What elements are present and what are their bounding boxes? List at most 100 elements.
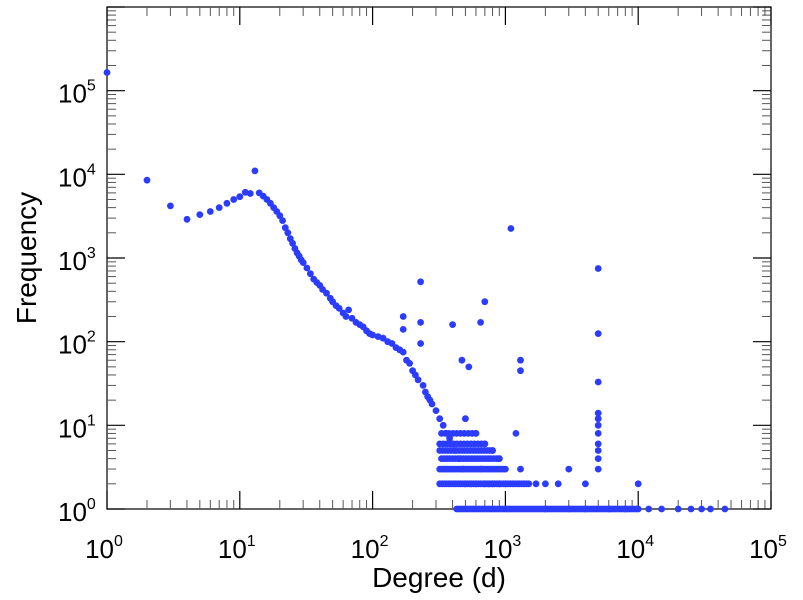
x-tick-exponent: 3 — [512, 533, 521, 550]
data-point — [554, 480, 562, 488]
data-point — [658, 505, 665, 513]
data-point — [525, 480, 533, 488]
data-point — [167, 202, 174, 210]
data-point — [502, 465, 509, 473]
data-point — [279, 217, 286, 225]
data-point — [594, 415, 602, 423]
y-tick-label: 103 — [58, 245, 96, 276]
x-tick-label: 101 — [218, 533, 256, 564]
data-point — [399, 326, 407, 333]
x-tick-base: 10 — [351, 534, 380, 564]
data-point — [345, 306, 352, 314]
data-point — [428, 400, 436, 408]
data-point — [223, 199, 231, 207]
data-point — [446, 434, 453, 442]
data-point — [103, 69, 111, 76]
data-point — [417, 319, 424, 326]
data-point — [472, 430, 480, 437]
data-point — [246, 190, 254, 197]
y-tick-exponent: 1 — [87, 412, 96, 429]
data-point — [495, 455, 503, 462]
data-point — [251, 167, 259, 175]
data-point — [465, 363, 473, 371]
y-tick-exponent: 3 — [87, 245, 96, 262]
data-point — [594, 378, 602, 386]
data-point — [594, 430, 602, 437]
data-point — [512, 430, 520, 437]
data-point — [419, 382, 427, 389]
data-point — [230, 196, 238, 203]
y-tick-label: 101 — [58, 412, 96, 443]
data-point — [481, 298, 489, 306]
x-tick-exponent: 1 — [247, 533, 256, 550]
data-point — [634, 480, 642, 488]
data-point — [236, 193, 244, 201]
data-point — [299, 259, 307, 266]
data-point — [517, 367, 524, 375]
y-tick-exponent: 4 — [87, 161, 96, 178]
x-tick-base: 10 — [85, 534, 114, 564]
data-point — [594, 447, 602, 454]
y-tick-base: 10 — [58, 246, 87, 276]
data-point — [206, 208, 214, 215]
data-point — [517, 465, 524, 473]
data-point — [481, 440, 489, 448]
data-point — [594, 409, 602, 417]
x-tick-exponent: 0 — [114, 533, 123, 550]
data-point — [458, 356, 466, 364]
y-tick-exponent: 5 — [87, 78, 96, 95]
data-point — [594, 455, 602, 462]
data-point — [517, 356, 524, 364]
x-tick-base: 10 — [749, 534, 778, 564]
data-point — [414, 376, 422, 384]
data-point — [281, 224, 289, 232]
data-point — [417, 340, 424, 347]
data-point — [284, 229, 292, 237]
data-point — [369, 331, 376, 339]
data-point — [399, 348, 407, 356]
y-tick-label: 105 — [58, 78, 96, 109]
y-tick-label: 100 — [58, 496, 96, 527]
x-tick-base: 10 — [616, 534, 645, 564]
data-point — [594, 465, 602, 473]
data-point — [436, 415, 444, 423]
data-point — [417, 278, 424, 286]
y-tick-exponent: 0 — [87, 496, 96, 513]
x-tick-exponent: 5 — [778, 533, 787, 550]
data-point — [594, 265, 602, 272]
y-tick-exponent: 2 — [87, 329, 96, 346]
x-tick-label: 103 — [483, 533, 521, 564]
data-point — [196, 211, 204, 219]
minor-ticks — [107, 7, 771, 509]
data-point — [143, 176, 151, 184]
data-point — [215, 204, 223, 212]
x-tick-exponent: 2 — [380, 533, 389, 550]
x-tick-base: 10 — [218, 534, 247, 564]
data-point — [582, 480, 589, 488]
data-points — [103, 69, 729, 513]
y-tick-base: 10 — [58, 330, 87, 360]
x-tick-label: 102 — [351, 533, 389, 564]
data-point — [721, 505, 729, 513]
data-point — [289, 239, 296, 247]
data-point — [594, 330, 602, 337]
major-ticks — [106, 6, 772, 510]
data-point — [532, 480, 540, 488]
data-point — [477, 319, 484, 326]
y-tick-base: 10 — [58, 162, 87, 192]
x-tick-label: 105 — [749, 533, 787, 564]
y-tick-label: 102 — [58, 329, 96, 360]
y-axis-label: Frequency — [11, 192, 42, 324]
x-tick-exponent: 4 — [645, 533, 654, 550]
data-point — [335, 305, 343, 312]
x-tick-label: 100 — [85, 533, 123, 564]
data-point — [399, 313, 407, 320]
data-point — [462, 415, 469, 423]
x-axis-label: Degree (d) — [372, 562, 506, 593]
data-point — [698, 505, 705, 513]
data-point — [594, 421, 602, 429]
y-tick-base: 10 — [58, 413, 87, 443]
data-point — [379, 334, 387, 342]
